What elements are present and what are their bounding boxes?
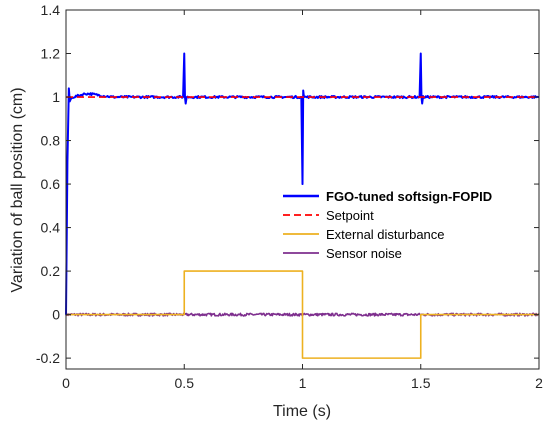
x-tick-label: 2 bbox=[535, 375, 543, 391]
series-line-3 bbox=[66, 270, 539, 359]
x-axis-label: Time (s) bbox=[273, 403, 331, 420]
y-tick-label: 1.4 bbox=[41, 2, 61, 18]
y-tick-label: 1.2 bbox=[41, 46, 61, 62]
x-tick-label: 0 bbox=[62, 375, 70, 391]
y-tick-label: 0.2 bbox=[41, 263, 61, 279]
legend: FGO-tuned softsign-FOPID Setpoint External… bbox=[283, 189, 492, 261]
y-tick-label: 0.8 bbox=[41, 133, 61, 149]
y-axis-label: Variation of ball position (cm) bbox=[9, 87, 26, 292]
legend-label-3: External disturbance bbox=[326, 227, 445, 242]
y-tick-label: 0 bbox=[52, 307, 60, 323]
y-tick-label: 0.6 bbox=[41, 176, 61, 192]
legend-label-2: Setpoint bbox=[326, 208, 374, 223]
x-tick-label: 1 bbox=[299, 375, 307, 391]
y-tick-label: 0.4 bbox=[41, 220, 61, 236]
x-tick-label: 1.5 bbox=[411, 375, 431, 391]
y-tick-label: 1 bbox=[52, 89, 60, 105]
x-tick-label: 0.5 bbox=[175, 375, 195, 391]
y-tick-label: -0.2 bbox=[36, 350, 60, 366]
legend-label-1: FGO-tuned softsign-FOPID bbox=[326, 189, 492, 204]
series-layer bbox=[65, 52, 540, 359]
tick-layer: 0 0.5 1 1.5 2-0.200.20.40.60.811.21.4 bbox=[36, 2, 543, 391]
legend-label-4: Sensor noise bbox=[326, 246, 402, 261]
